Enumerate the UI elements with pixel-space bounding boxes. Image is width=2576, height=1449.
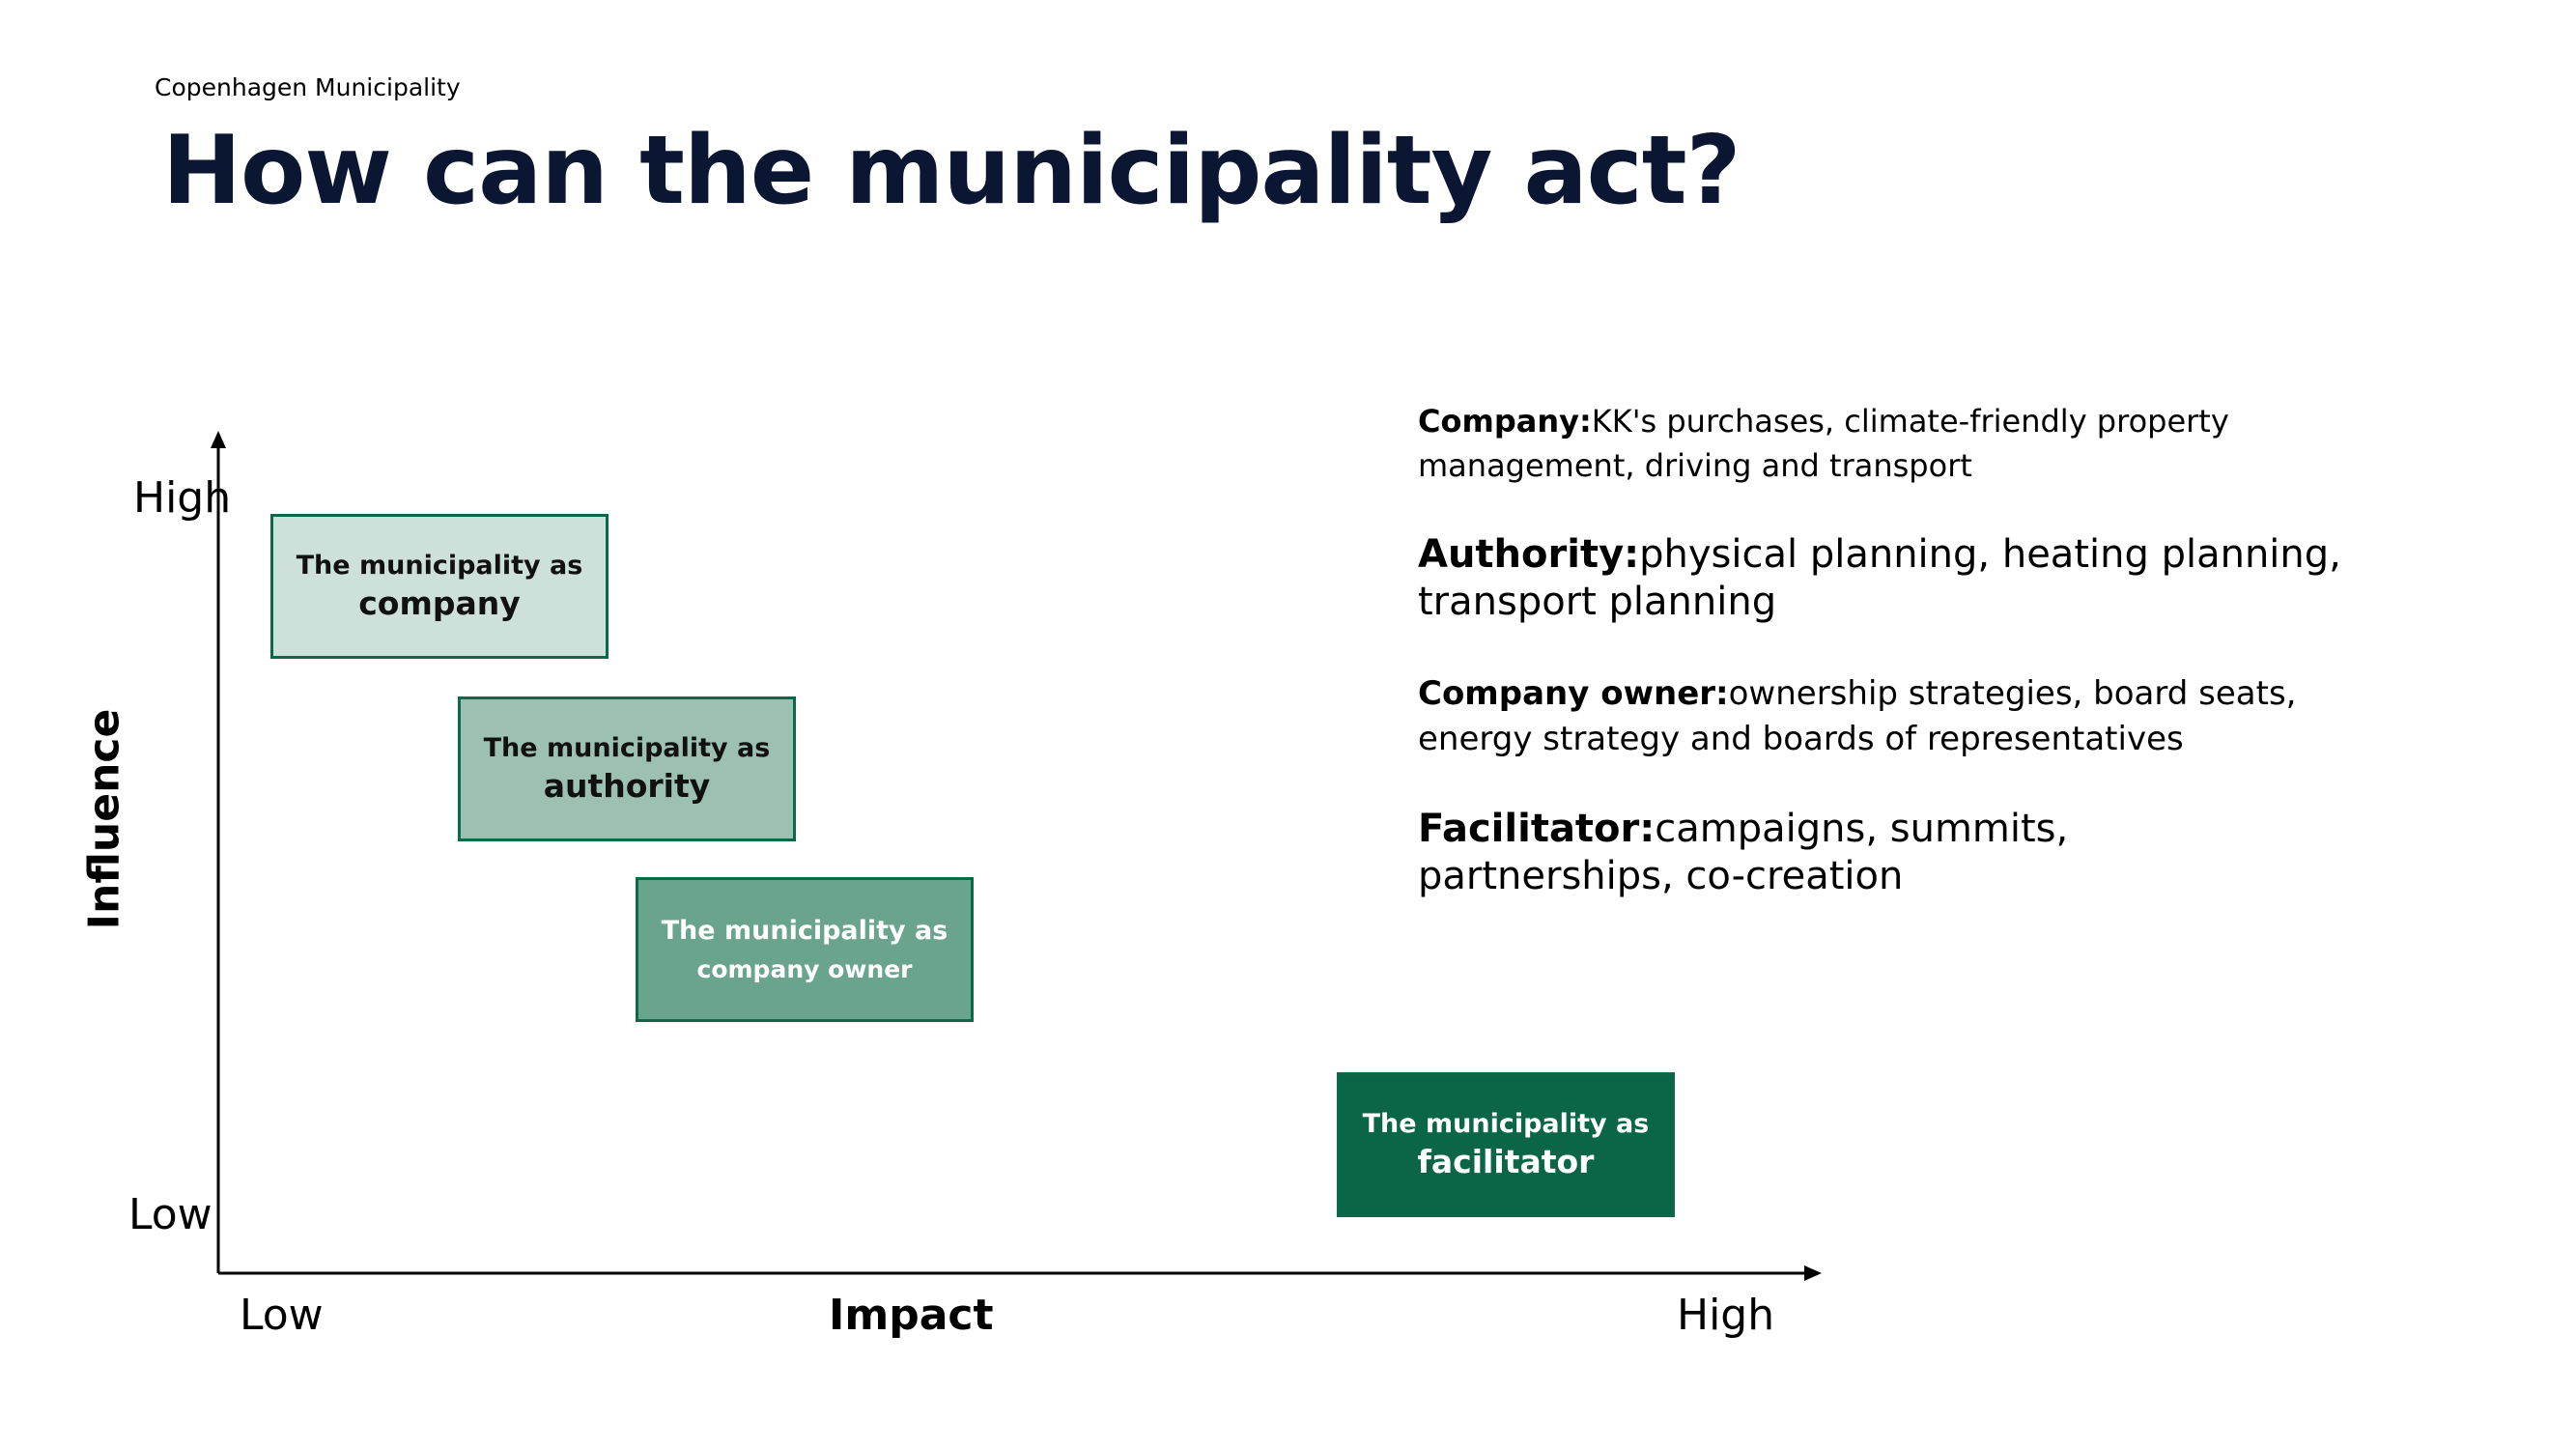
x-axis-arrow <box>1804 1265 1822 1281</box>
box-company-owner-prefix: The municipality as <box>661 916 948 946</box>
desc-authority-text: physical planning, heating planning, tra… <box>1418 532 2341 624</box>
y-axis-arrow <box>211 431 226 448</box>
x-axis-title: Impact <box>829 1291 994 1340</box>
x-axis-low-label: Low <box>240 1291 324 1340</box>
desc-facilitator: Facilitator:campaigns, summits, partners… <box>1418 806 2326 900</box>
box-authority: The municipality as authority <box>458 696 796 841</box>
organization-name: Copenhagen Municipality <box>155 73 461 101</box>
y-axis-low-label: Low <box>128 1190 212 1239</box>
y-axis-high-label: High <box>133 473 232 523</box>
box-authority-role: authority <box>543 767 711 805</box>
desc-company: Company:KK's purchases, climate-friendly… <box>1418 399 2345 489</box>
box-company-prefix: The municipality as <box>296 551 583 581</box>
desc-company-owner: Company owner:ownership strategies, boar… <box>1418 671 2345 762</box>
box-facilitator-role: facilitator <box>1417 1143 1595 1180</box>
box-company: The municipality as company <box>270 514 609 659</box>
x-axis-high-label: High <box>1677 1291 1775 1340</box>
box-facilitator: The municipality as facilitator <box>1337 1072 1675 1217</box>
desc-authority: Authority:physical planning, heating pla… <box>1418 531 2345 626</box>
desc-company-owner-text: ownership strategies, board seats, energ… <box>1418 674 2297 758</box>
box-facilitator-prefix: The municipality as <box>1362 1109 1650 1139</box>
desc-company-owner-label: Company owner: <box>1418 674 1729 713</box>
box-authority-prefix: The municipality as <box>483 733 771 763</box>
page-title: How can the municipality act? <box>162 116 1741 226</box>
box-company-role: company <box>358 584 521 622</box>
desc-facilitator-text: campaigns, summits, partnerships, co-cre… <box>1418 807 2069 898</box>
desc-company-text: KK's purchases, climate-friendly propert… <box>1418 403 2229 485</box>
box-company-owner: The municipality as company owner <box>636 877 974 1022</box>
desc-facilitator-label: Facilitator: <box>1418 807 1656 851</box>
desc-company-label: Company: <box>1418 403 1592 440</box>
y-axis-title: Influence <box>79 708 129 930</box>
box-company-owner-role: company owner <box>696 955 913 983</box>
desc-authority-label: Authority: <box>1418 532 1640 577</box>
